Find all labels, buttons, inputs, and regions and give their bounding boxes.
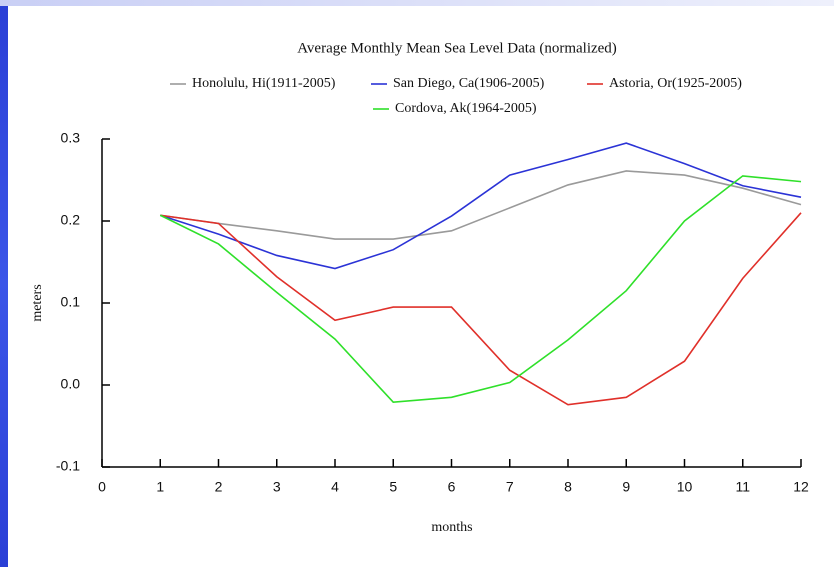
x-tick-label: 11 [735,479,750,495]
chart-title: Average Monthly Mean Sea Level Data (nor… [297,40,617,56]
legend-label: Cordova, Ak(1964-2005) [395,101,537,116]
x-tick-label: 8 [564,479,572,495]
side-bar [0,0,8,567]
series-line [160,142,802,270]
x-tick-label: 12 [793,479,809,495]
x-tick-label: 3 [273,479,281,495]
x-tick-label: 5 [389,479,397,495]
x-tick-label: 10 [677,479,693,495]
legend-label: Honolulu, Hi(1911-2005) [192,76,336,91]
series-line [159,175,802,404]
legend-label: Astoria, Or(1925-2005) [609,76,742,91]
x-tick-label: 2 [215,479,223,495]
y-tick-label: 0.2 [61,212,81,228]
x-tick-label: 9 [622,479,630,495]
legend-label: San Diego, Ca(1906-2005) [393,76,545,91]
x-tick-label: 1 [156,479,164,495]
series-line [160,212,802,406]
top-bar [0,0,834,6]
x-tick-label: 6 [448,479,456,495]
y-tick-label: 0.3 [61,130,81,146]
y-tick-label: 0.1 [61,294,81,310]
x-tick-label: 7 [506,479,514,495]
x-axis-label: months [431,520,472,535]
series-line [160,170,802,240]
y-tick-label: 0.0 [61,376,81,392]
y-tick-label: -0.1 [56,458,80,474]
x-tick-label: 0 [98,479,106,495]
y-axis-label: meters [30,284,45,321]
x-tick-label: 4 [331,479,339,495]
